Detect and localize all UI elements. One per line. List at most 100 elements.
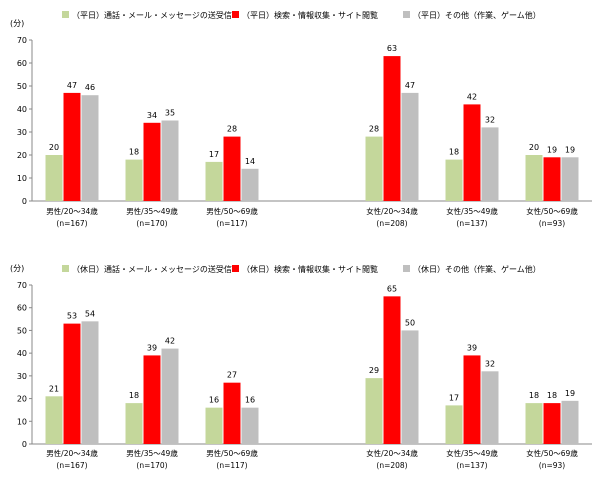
x-category-label: 男性/20～34歳 — [46, 448, 98, 458]
legend-swatch — [232, 265, 239, 272]
bar — [383, 56, 401, 201]
y-tick-label: 0 — [22, 440, 27, 449]
x-category-label: 女性/50～69歳 — [526, 206, 578, 216]
x-category-label: 女性/35～49歳 — [446, 206, 498, 216]
bar-value-label: 19 — [547, 145, 557, 154]
bar-value-label: 16 — [209, 396, 219, 405]
bar-value-label: 53 — [67, 312, 77, 321]
x-category-n-label: (n=117) — [216, 461, 247, 470]
bar-value-label: 18 — [129, 391, 139, 400]
bar-value-label: 17 — [209, 150, 219, 159]
x-category-n-label: (n=170) — [136, 219, 167, 228]
bar-value-label: 29 — [369, 366, 379, 375]
bar-value-label: 46 — [85, 83, 95, 92]
bar — [45, 155, 63, 201]
bar — [383, 296, 401, 444]
bar — [125, 159, 143, 201]
bar — [365, 378, 383, 444]
legend-item: （休日）検索・情報収集・サイト閲覧 — [232, 264, 378, 274]
bar-value-label: 39 — [147, 343, 157, 352]
bar — [401, 330, 419, 444]
x-category-label: 男性/35～49歳 — [126, 448, 178, 458]
bar-value-label: 65 — [387, 284, 397, 293]
bar-value-label: 19 — [565, 389, 575, 398]
y-tick-label: 70 — [17, 281, 27, 290]
bar-value-label: 20 — [529, 143, 539, 152]
bar — [525, 155, 543, 201]
legend-label: （平日）通話・メール・メッセージの送受信 — [72, 10, 232, 20]
legend-label: （平日）その他（作業、ゲーム他） — [413, 10, 541, 20]
bar-value-label: 18 — [449, 148, 459, 157]
y-axis-unit-label: (分) — [10, 19, 24, 28]
bar — [125, 403, 143, 444]
bar-value-label: 39 — [467, 343, 477, 352]
x-category-n-label: (n=137) — [456, 219, 487, 228]
bar-value-label: 35 — [165, 109, 175, 118]
legend-item: （平日）検索・情報収集・サイト閲覧 — [232, 10, 378, 20]
bar — [543, 157, 561, 201]
y-tick-label: 10 — [17, 417, 27, 426]
chart-1: （平日）通話・メール・メッセージの送受信 （平日）検索・情報収集・サイト閲覧 （平日… — [10, 10, 592, 228]
bar — [205, 407, 223, 444]
bar — [241, 168, 259, 201]
bar — [223, 136, 241, 201]
y-tick-label: 70 — [17, 36, 27, 45]
bar-value-label: 63 — [387, 44, 397, 53]
bar — [81, 321, 99, 444]
bar — [481, 127, 499, 201]
bar-value-label: 42 — [467, 92, 477, 101]
bar — [561, 157, 579, 201]
y-tick-label: 50 — [17, 82, 27, 91]
bar-value-label: 54 — [85, 309, 95, 318]
bar-value-label: 34 — [147, 111, 157, 120]
x-category-n-label: (n=117) — [216, 219, 247, 228]
bar-value-label: 32 — [485, 115, 495, 124]
bar-value-label: 20 — [49, 143, 59, 152]
x-category-label: 男性/20～34歳 — [46, 206, 98, 216]
bar-value-label: 27 — [227, 371, 237, 380]
y-tick-label: 20 — [17, 151, 27, 160]
y-tick-label: 30 — [17, 372, 27, 381]
y-tick-label: 10 — [17, 174, 27, 183]
bar-value-label: 18 — [529, 391, 539, 400]
bar — [481, 371, 499, 444]
bar — [561, 400, 579, 444]
bar — [445, 159, 463, 201]
y-tick-label: 40 — [17, 349, 27, 358]
bar-value-label: 50 — [405, 318, 415, 327]
legend-swatch — [62, 265, 69, 272]
chart-2: （休日）通話・メール・メッセージの送受信 （休日）検索・情報収集・サイト閲覧 （休日… — [10, 264, 592, 470]
bar — [143, 122, 161, 201]
bar — [45, 396, 63, 444]
x-category-n-label: (n=93) — [539, 461, 566, 470]
bar-value-label: 17 — [449, 393, 459, 402]
bar — [205, 161, 223, 201]
x-category-n-label: (n=93) — [539, 219, 566, 228]
bar-value-label: 14 — [245, 157, 255, 166]
bar-value-label: 19 — [565, 145, 575, 154]
legend-item: （平日）通話・メール・メッセージの送受信 — [62, 10, 232, 20]
bar-value-label: 28 — [369, 125, 379, 134]
y-tick-label: 60 — [17, 304, 27, 313]
legend-label: （平日）検索・情報収集・サイト閲覧 — [242, 10, 378, 20]
x-category-n-label: (n=137) — [456, 461, 487, 470]
legend-swatch — [232, 11, 239, 18]
x-category-label: 男性/50～69歳 — [206, 206, 258, 216]
legend-label: （休日）通話・メール・メッセージの送受信 — [72, 264, 232, 274]
bar-value-label: 47 — [67, 81, 77, 90]
y-tick-label: 30 — [17, 128, 27, 137]
legend-item: （休日）その他（作業、ゲーム他） — [403, 264, 541, 274]
bar-value-label: 42 — [165, 337, 175, 346]
bar-value-label: 28 — [227, 125, 237, 134]
y-tick-label: 40 — [17, 105, 27, 114]
bar — [365, 136, 383, 201]
bar — [63, 92, 81, 201]
bar — [525, 403, 543, 444]
legend-swatch — [403, 265, 410, 272]
legend-swatch — [62, 11, 69, 18]
y-axis-unit-label: (分) — [10, 264, 24, 273]
y-tick-label: 50 — [17, 326, 27, 335]
x-category-label: 女性/35～49歳 — [446, 448, 498, 458]
